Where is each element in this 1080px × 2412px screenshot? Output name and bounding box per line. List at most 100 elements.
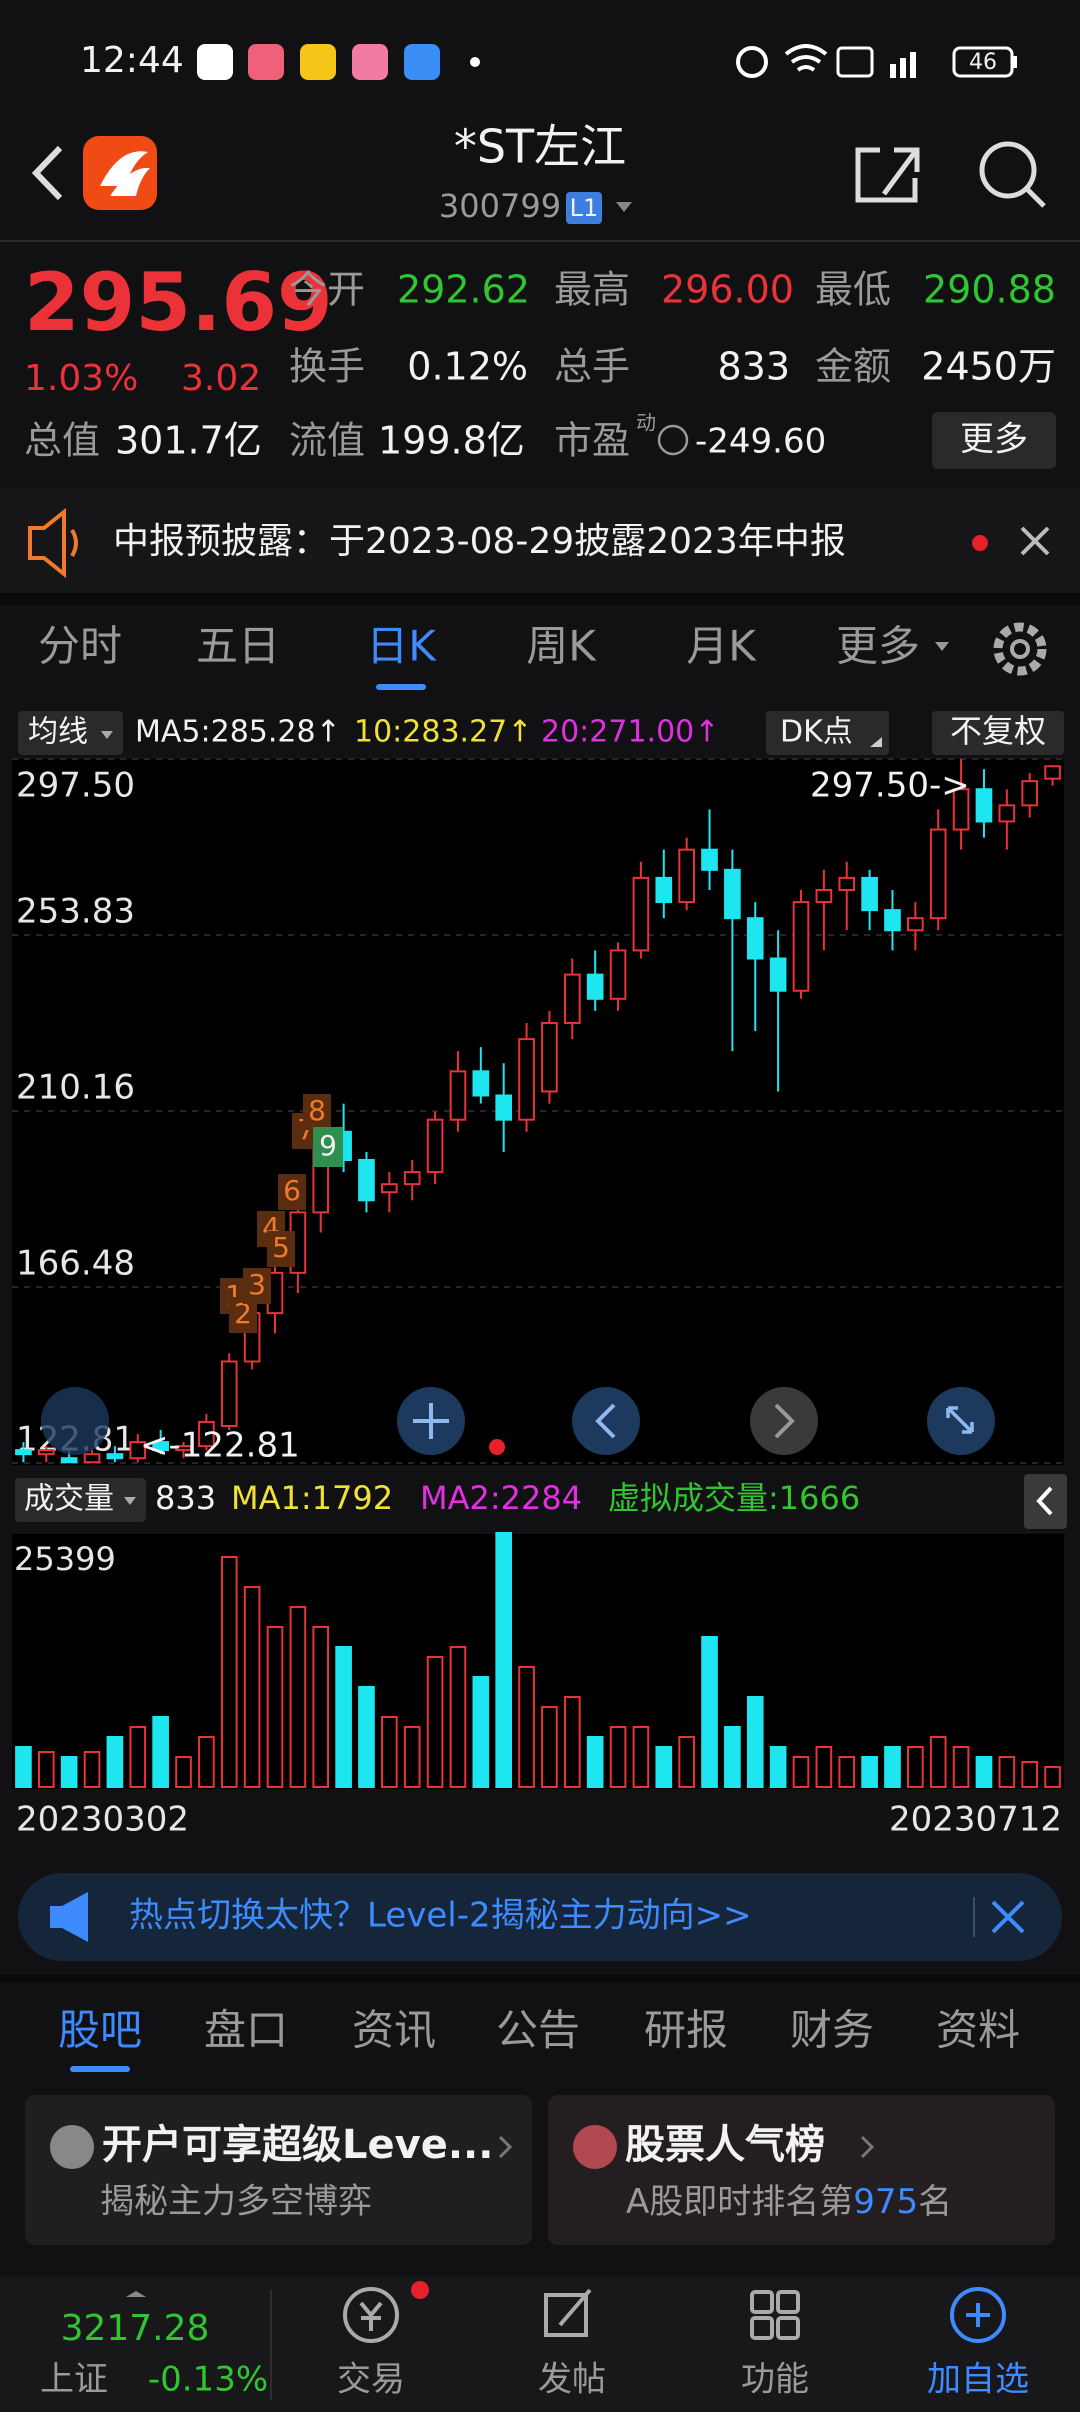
card-subtitle: 揭秘主力多空博弈	[100, 2182, 372, 2222]
next-button[interactable]	[750, 1387, 818, 1455]
promo-close[interactable]	[991, 1900, 1025, 1934]
adjust-button[interactable]	[932, 711, 1064, 755]
ma-legend: 10:283.27↑	[354, 715, 532, 750]
candle-body	[541, 1021, 558, 1093]
volume-bar	[152, 1715, 169, 1788]
volume-selector[interactable]	[15, 1478, 146, 1522]
zoom-out-button[interactable]	[41, 1387, 109, 1455]
volume-bar	[541, 1705, 558, 1788]
info-tab-active[interactable]: 股吧	[58, 2006, 142, 2055]
period-tab[interactable]: 五日	[196, 622, 280, 671]
period-tab[interactable]: 周K	[526, 622, 597, 671]
page-dot	[489, 1439, 505, 1455]
volume-bar	[563, 1695, 581, 1788]
td-box	[267, 1231, 295, 1267]
nav-label[interactable]: 发帖	[538, 2360, 606, 2400]
field-label: 总值	[24, 419, 100, 463]
tab-indicator	[376, 684, 426, 690]
field-value: 833	[717, 345, 790, 389]
volume-bar	[266, 1625, 284, 1788]
info-tab[interactable]: 资料	[936, 2006, 1020, 2055]
status-time: 12:44	[80, 40, 184, 81]
index-value[interactable]: 3217.28	[61, 2308, 210, 2349]
volume-bar	[381, 1715, 398, 1788]
volume-bar	[701, 1635, 718, 1789]
app-logo-mark	[100, 151, 150, 196]
candle-body	[106, 1453, 124, 1460]
share-button[interactable]	[855, 147, 920, 203]
candle-body	[518, 1038, 535, 1121]
volume-current: 833	[155, 1479, 216, 1517]
field-value: 290.88	[923, 268, 1056, 312]
candle-body	[929, 828, 947, 920]
notice-bg	[0, 489, 1080, 593]
field-label: 金额	[815, 345, 891, 389]
candle-body	[381, 1183, 398, 1194]
y-tick-label: 166.48	[16, 1244, 135, 1284]
field-label: 今开	[289, 268, 365, 312]
pe-superscript: 动	[636, 411, 656, 435]
tab-indicator	[70, 2066, 130, 2072]
td-marks: 1 2 3 4 5 6 7 8 9	[220, 1094, 343, 1333]
td-box	[278, 1174, 306, 1210]
prev-button[interactable]	[572, 1387, 640, 1455]
code-dropdown[interactable]	[616, 202, 632, 212]
nav-label[interactable]: 加自选	[927, 2360, 1029, 2400]
field-label: 换手	[289, 345, 365, 389]
bottom-nav	[0, 2276, 1080, 2412]
promo-text: 热点切换太快？Level-2揭秘主力动向>>	[129, 1896, 752, 1936]
volume-bar	[449, 1645, 467, 1789]
volume-bar	[929, 1735, 947, 1789]
info-tab[interactable]: 研报	[644, 2006, 728, 2055]
info-tab[interactable]: 资讯	[352, 2006, 436, 2055]
nav-label[interactable]: 交易	[337, 2360, 405, 2400]
info-tab[interactable]: 盘口	[204, 2006, 288, 2055]
pe-info-icon[interactable]	[657, 424, 689, 456]
candle-body	[884, 909, 901, 932]
stock-code: 300799	[439, 187, 561, 225]
collapse-button[interactable]	[1024, 1474, 1067, 1529]
nav-separator	[270, 2290, 272, 2400]
info-tab[interactable]: 财务	[790, 2006, 874, 2055]
fullscreen-icon	[946, 1406, 974, 1434]
info-tab[interactable]: 公告	[496, 2006, 580, 2055]
indicator-selector[interactable]	[18, 711, 123, 755]
adjust-label: 不复权	[950, 712, 1046, 750]
notice-close[interactable]	[1020, 526, 1050, 556]
ma-legend: MA5:285.28↑	[135, 715, 341, 750]
ma-legend: 20:271.00↑	[541, 715, 719, 750]
candle-body	[60, 1457, 78, 1464]
period-tab[interactable]: 月K	[686, 622, 757, 671]
volume-bar	[861, 1755, 878, 1788]
more-button[interactable]	[932, 412, 1056, 469]
candle-body	[861, 876, 878, 912]
period-tab-active[interactable]: 日K	[366, 622, 437, 671]
divider	[0, 1975, 1080, 1983]
candle-body	[609, 949, 627, 1000]
volume-bar	[198, 1735, 215, 1789]
period-tab[interactable]: 分时	[38, 622, 122, 671]
y-tick-label: 297.50	[16, 766, 135, 806]
field-value: 301.7亿	[115, 419, 262, 463]
status-system-icons	[736, 44, 1017, 78]
volume-bar	[312, 1625, 330, 1788]
period-tab[interactable]: 更多	[836, 622, 920, 671]
settings-button[interactable]	[993, 622, 1047, 676]
nav-label[interactable]: 功能	[741, 2360, 809, 2400]
candle-body	[792, 901, 810, 992]
field-label: 流值	[289, 419, 365, 463]
level-badge	[566, 192, 602, 224]
card[interactable]	[548, 2095, 1055, 2245]
volume-bar	[358, 1685, 375, 1789]
dk-button[interactable]	[766, 711, 889, 755]
candle-body	[632, 876, 650, 952]
candle-body	[907, 917, 924, 932]
back-button[interactable]	[31, 145, 63, 201]
card[interactable]	[25, 2095, 532, 2245]
search-button[interactable]	[979, 141, 1046, 208]
candle-body	[472, 1070, 490, 1097]
low-marker: <-122.81	[140, 1426, 300, 1466]
promo-icon	[50, 1892, 88, 1942]
candle-body	[37, 1449, 55, 1456]
promo-bar[interactable]	[18, 1873, 1062, 1961]
